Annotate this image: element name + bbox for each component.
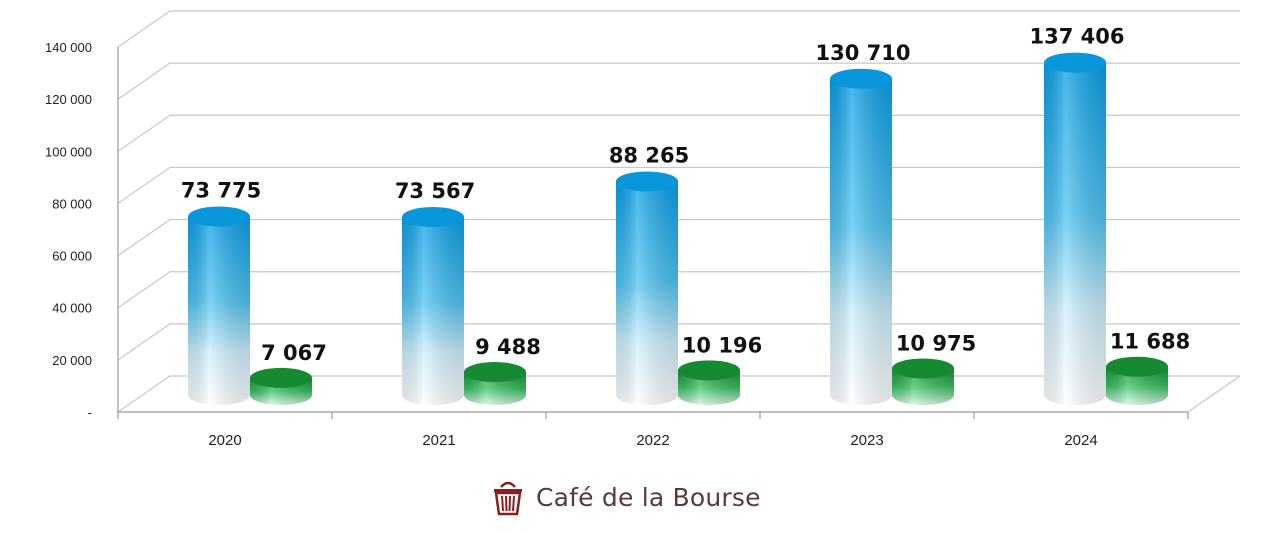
data-label-green: 10 196	[682, 333, 762, 357]
bar-green-2020-top	[250, 367, 312, 388]
data-label-green: 9 488	[475, 335, 541, 359]
y-tick-label: 80 000	[52, 196, 92, 211]
x-tick-label: 2023	[850, 432, 883, 449]
bar-blue-2022-top	[616, 171, 678, 192]
bar-blue-2023-top	[830, 68, 892, 89]
bar-green-2022-top	[678, 360, 740, 381]
axes: - 20 000 40 000 60 000 80 000 100 000 120 000 1…	[45, 40, 1189, 449]
data-labels: 73 775 7 067 73 567 9 488 88 265 10 196 130 71…	[181, 25, 1190, 365]
data-label-blue: 88 265	[609, 143, 689, 167]
bar-blue-2024-top	[1044, 52, 1106, 73]
logo: Café de la Bourse	[488, 472, 761, 522]
bar-blue-2021-top	[402, 207, 464, 228]
y-tick-label: 60 000	[52, 249, 92, 264]
data-label-green: 10 975	[896, 331, 976, 355]
logo-text: Café de la Bourse	[536, 482, 761, 512]
data-label-blue: 73 567	[395, 179, 475, 203]
bar-green-2024-shade	[1106, 366, 1168, 405]
bar-green-2023	[892, 358, 954, 405]
bar-blue-2020	[188, 206, 250, 405]
y-tick-label: 20 000	[52, 353, 92, 368]
bar-blue-2024-shade	[1044, 62, 1106, 406]
bar-green-2022	[678, 360, 740, 405]
bar-green-2020	[250, 367, 312, 405]
bar-blue-2021	[402, 207, 464, 405]
bar-green-2024	[1106, 356, 1168, 405]
bar-green-2023-top	[892, 358, 954, 379]
bar-blue-2023	[830, 68, 892, 405]
gridline	[117, 62, 1240, 100]
bin-icon	[494, 481, 522, 516]
gridline	[117, 10, 1240, 48]
floor-edge	[1187, 375, 1241, 413]
bar-blue-2020-top	[188, 206, 250, 227]
x-tick-label: 2021	[422, 432, 455, 449]
data-label-green: 11 688	[1110, 330, 1190, 354]
bars	[188, 52, 1168, 406]
bar-blue-2022	[616, 171, 678, 405]
bar-green-2021-top	[464, 362, 526, 383]
bar-green-2022-shade	[678, 370, 740, 405]
y-tick-label: 40 000	[52, 301, 92, 316]
bar-blue-2022-shade	[616, 181, 678, 405]
data-label-green: 7 067	[261, 341, 327, 365]
data-label-blue: 73 775	[181, 179, 261, 203]
y-tick-label: 140 000	[45, 40, 92, 55]
bar-blue-2020-shade	[188, 216, 250, 405]
bar-blue-2021-shade	[402, 217, 464, 405]
x-tick-label: 2020	[208, 432, 241, 449]
grid	[117, 10, 1241, 413]
data-label-blue: 137 406	[1030, 25, 1125, 49]
x-tick-label: 2024	[1064, 432, 1097, 449]
data-label-blue: 130 710	[816, 41, 911, 65]
bar-green-2023-shade	[892, 368, 954, 405]
bar-green-2024-top	[1106, 356, 1168, 377]
y-tick-label: -	[88, 405, 92, 420]
bar-blue-2024	[1044, 52, 1106, 406]
x-tick-label: 2022	[636, 432, 669, 449]
y-tick-label: 100 000	[45, 144, 92, 159]
y-tick-label: 120 000	[45, 92, 92, 107]
bar-green-2021	[464, 362, 526, 405]
bar-blue-2023-shade	[830, 78, 892, 405]
